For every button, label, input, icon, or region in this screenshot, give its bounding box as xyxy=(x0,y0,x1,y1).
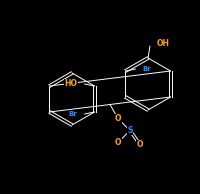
Text: O: O xyxy=(115,114,121,123)
Text: O: O xyxy=(137,140,143,149)
Text: S: S xyxy=(127,126,133,135)
Text: Br: Br xyxy=(142,66,151,72)
Text: Br: Br xyxy=(69,111,78,117)
Text: O: O xyxy=(115,138,121,147)
Text: OH: OH xyxy=(157,40,170,48)
Text: HO: HO xyxy=(65,80,78,88)
